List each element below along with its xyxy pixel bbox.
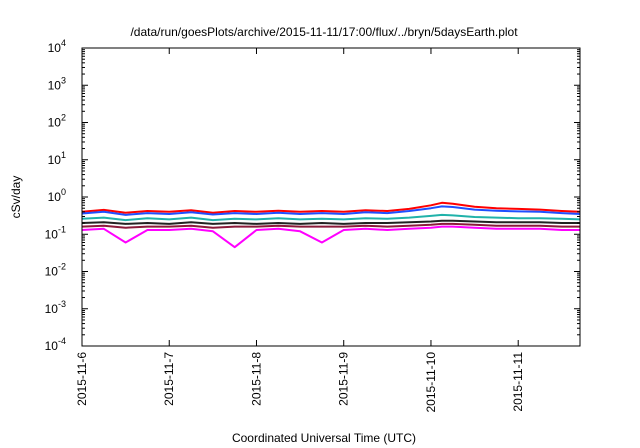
y-tick-label: 100 [48,187,66,204]
chart-title: /data/run/goesPlots/archive/2015-11-11/1… [130,25,518,39]
y-tick-label: 104 [48,38,66,55]
x-tick-label: 2015-11-6 [75,352,89,406]
y-tick-label: 10-3 [45,299,66,316]
x-tick-label: 2015-11-9 [337,352,351,406]
series-line-6 [81,225,580,249]
y-tick-label: 102 [48,113,66,130]
series-line-3 [81,213,581,222]
series-line-1 [81,201,581,214]
series-line-5 [81,222,580,229]
x-axis-label: Coordinated Universal Time (UTC) [232,431,416,445]
x-tick-label: 2015-11-11 [511,352,525,412]
y-axis-label: cSv/day [9,176,23,219]
x-axis: 2015-11-6 2015-11-7 2015-11-8 2015-11-9 2015… [75,48,525,413]
series-line-4 [81,219,580,225]
y-tick-label: 10-4 [45,336,66,353]
series-line-2 [81,205,581,216]
x-tick-label: 2015-11-8 [249,352,263,406]
series-layer [81,201,581,249]
x-tick-label: 2015-11-7 [162,352,176,406]
y-axis: 104 103 102 101 100 10-1 10-2 10-3 10-4 [45,38,580,353]
x-tick-label: 2015-11-10 [424,352,438,413]
y-tick-label: 10-2 [45,262,66,279]
y-tick-label: 10-1 [45,224,66,241]
y-tick-label: 103 [48,75,66,92]
y-tick-label: 101 [48,150,66,167]
plot-frame [81,47,581,347]
